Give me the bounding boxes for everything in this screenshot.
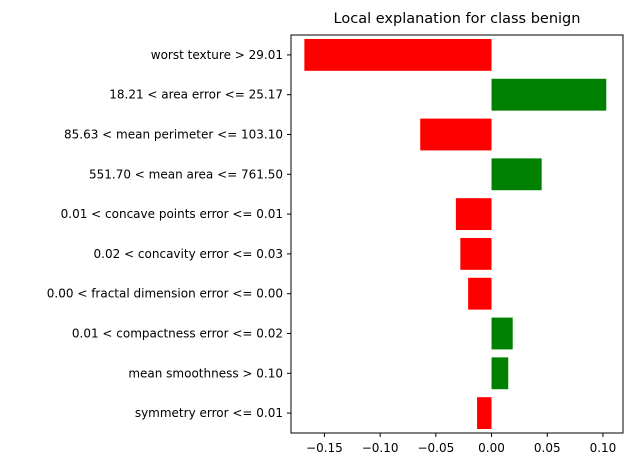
bar (304, 38, 492, 71)
bar (468, 277, 492, 310)
category-label: 0.01 < compactness error <= 0.02 (72, 327, 283, 341)
bar (491, 78, 607, 111)
category-label: 551.70 < mean area <= 761.50 (89, 167, 283, 181)
x-tick-label: 0.10 (590, 441, 617, 455)
category-label: worst texture > 29.01 (151, 48, 283, 62)
chart-title: Local explanation for class benign (334, 11, 581, 27)
category-label: symmetry error <= 0.01 (135, 406, 283, 420)
bar (455, 198, 492, 231)
category-label: 85.63 < mean perimeter <= 103.10 (64, 128, 283, 142)
bar (491, 317, 513, 350)
plot-frame (290, 34, 624, 434)
category-label: 0.01 < concave points error <= 0.01 (61, 207, 283, 221)
x-tick-label: 0.00 (478, 441, 505, 455)
bar-group (304, 38, 607, 430)
category-label: 0.00 < fractal dimension error <= 0.00 (47, 287, 283, 301)
category-label: 18.21 < area error <= 25.17 (109, 88, 283, 102)
bar (420, 118, 492, 151)
category-labels: worst texture > 29.01 18.21 < area error … (47, 48, 291, 420)
bar (491, 158, 542, 191)
category-label: mean smoothness > 0.10 (128, 366, 283, 380)
category-label: 0.02 < concavity error <= 0.03 (94, 247, 283, 261)
x-tick-label: −0.05 (417, 441, 454, 455)
x-tick-label: −0.15 (306, 441, 343, 455)
x-tick-label: −0.10 (362, 441, 399, 455)
x-tick-label: 0.05 (534, 441, 561, 455)
bar (477, 397, 492, 430)
bar (460, 237, 492, 270)
x-axis: −0.15 −0.10 −0.05 0.00 0.05 0.10 (306, 433, 616, 455)
bar (491, 357, 509, 390)
